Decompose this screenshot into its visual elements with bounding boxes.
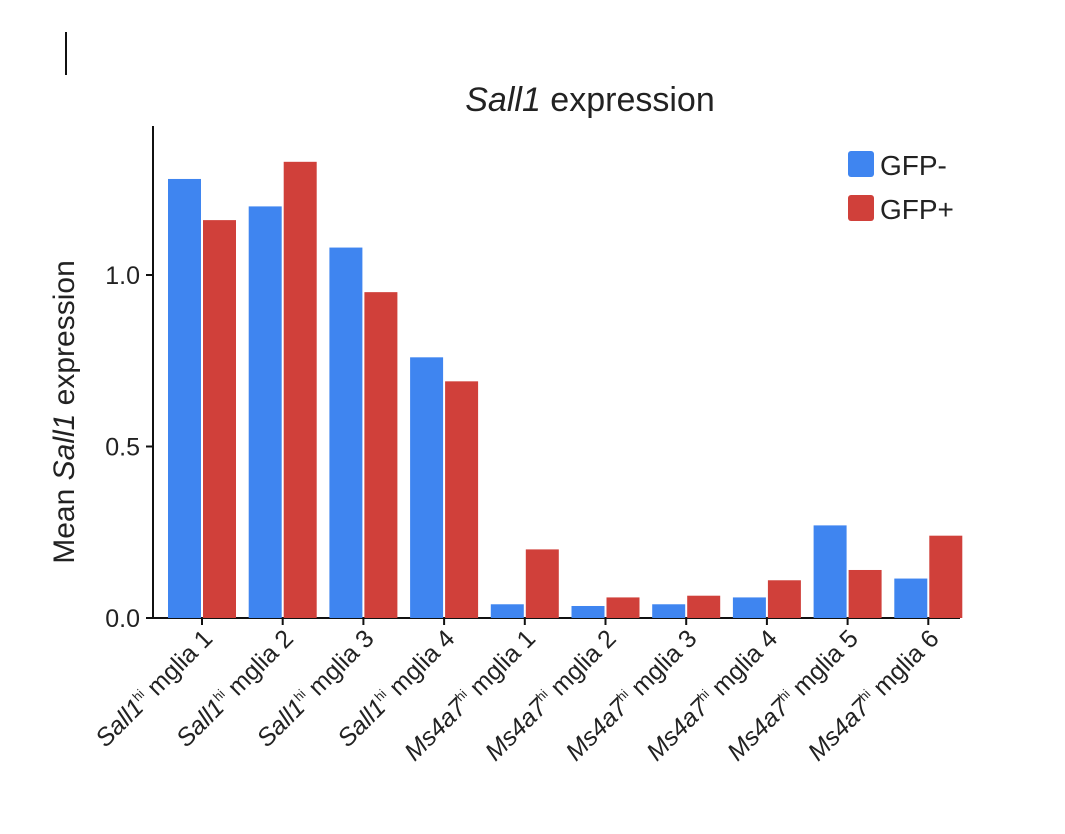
x-tick-rest: mglia 1 xyxy=(137,624,219,706)
x-tick-rest: mglia 1 xyxy=(459,624,541,706)
chart-title-italic: Sall1 xyxy=(465,81,541,119)
bar-gfp-neg xyxy=(248,206,282,618)
y-axis-label-post: expression xyxy=(48,260,81,413)
y-tick-label: 1.0 xyxy=(105,262,140,290)
bar-gfp-neg xyxy=(168,178,201,618)
bar-gfp-pos xyxy=(203,220,236,618)
bar-gfp-neg xyxy=(571,605,605,618)
bar-gfp-pos xyxy=(283,161,317,618)
y-tick-label: 0.5 xyxy=(105,434,140,462)
legend-swatch xyxy=(848,195,874,221)
x-tick-rest: mglia 3 xyxy=(621,624,703,706)
bar-gfp-pos xyxy=(767,580,801,618)
bar-gfp-neg xyxy=(894,578,928,618)
bar-gfp-pos xyxy=(687,595,721,618)
x-tick-rest: mglia 3 xyxy=(298,624,380,706)
legend-swatch xyxy=(848,151,874,177)
x-tick-rest: mglia 4 xyxy=(379,624,461,706)
y-tick-label: 0.0 xyxy=(105,605,140,633)
chart-title: Sall1 expression xyxy=(465,81,714,119)
bar-gfp-pos xyxy=(445,381,479,618)
bar-gfp-pos xyxy=(848,569,882,618)
y-axis-label-pre: Mean xyxy=(48,480,81,563)
x-tick-rest: mglia 4 xyxy=(701,624,783,706)
x-tick-rest: mglia 6 xyxy=(863,624,945,706)
legend-label: GFP+ xyxy=(880,194,954,225)
bar-gfp-pos xyxy=(929,535,963,618)
chart-title-rest: expression xyxy=(541,81,715,119)
bar-gfp-neg xyxy=(732,597,766,618)
bar-gfp-pos xyxy=(525,549,559,618)
legend: GFP- GFP+ xyxy=(848,150,954,225)
y-axis-label: Mean Sall1 expression xyxy=(48,260,81,564)
x-tick-rest: mglia 2 xyxy=(217,624,299,706)
legend-label: GFP- xyxy=(880,150,947,181)
bar-gfp-neg xyxy=(490,604,524,618)
bar-gfp-pos xyxy=(606,597,640,618)
y-axis-label-italic: Sall1 xyxy=(48,414,81,481)
bar-gfp-pos xyxy=(364,292,398,618)
bar-gfp-neg xyxy=(329,247,363,618)
bar-gfp-neg xyxy=(813,525,847,618)
bar-gfp-neg xyxy=(652,604,686,618)
bars xyxy=(168,161,963,618)
x-tick-rest: mglia 5 xyxy=(782,624,864,706)
x-tick-rest: mglia 2 xyxy=(540,624,622,706)
bar-gfp-neg xyxy=(410,357,444,618)
